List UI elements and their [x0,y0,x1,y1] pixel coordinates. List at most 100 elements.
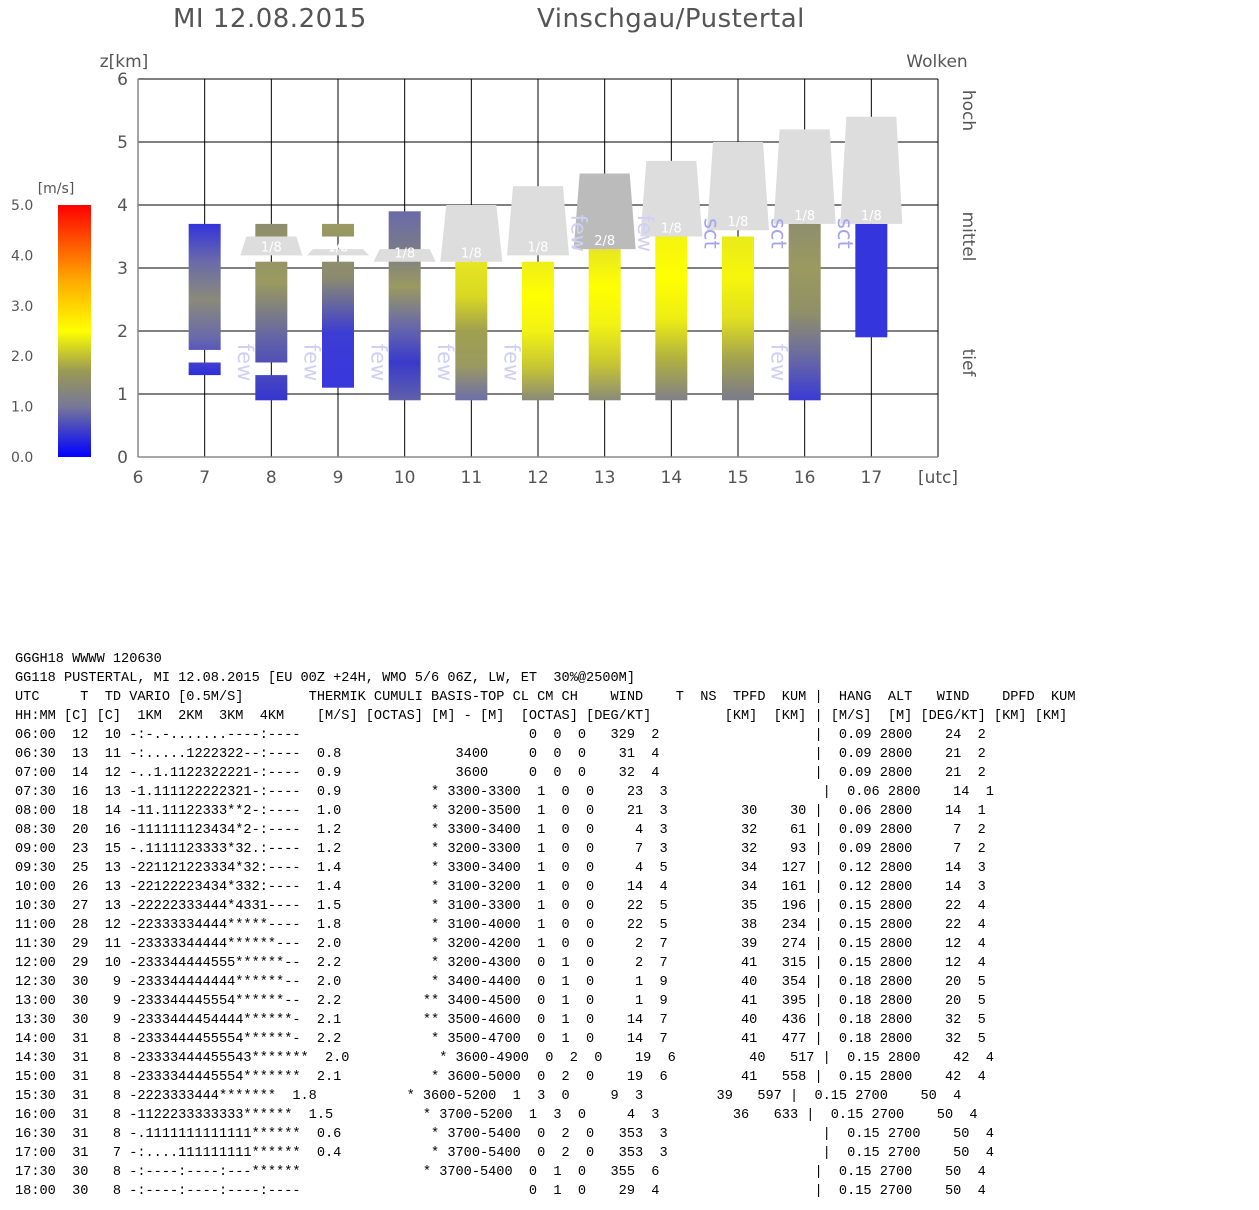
cloud-cover-word: few [633,215,657,253]
cloud-octas-label: 1/8 [461,247,482,262]
forecast-table: GGGH18 WWWW 120630 GG118 PUSTERTAL, MI 12… [15,650,1076,1201]
cloud-octas-label: 1/8 [661,222,682,237]
x-axis-label: [utc] [918,468,958,488]
y-tick-label: 5 [117,133,128,153]
table-row: 08:00 18 14 -11.11122333**2-:---- 1.0 * … [15,804,986,819]
table-row: 12:00 29 10 -233344444555******-- 2.2 * … [15,956,986,971]
table-row: 15:30 31 8 -2223333444******* 1.8 * 3600… [15,1089,962,1104]
table-row: 08:30 20 16 -111111123434*2-:---- 1.2 * … [15,823,986,838]
thermal-columns [188,211,888,401]
table-row: 14:00 31 8 -2333444455554******- 2.2 * 3… [15,1032,986,1047]
cloud-trapezoid [307,249,369,256]
colorbar-gradient [58,205,91,457]
cloud-octas-label: 1/8 [728,215,749,230]
x-tick-label: 12 [527,468,549,488]
x-tick-label: 14 [661,468,683,488]
cloud-cover-word: few [233,344,257,382]
cloud-cover-word: sct [700,218,724,249]
cloud-cover-word: few [433,344,457,382]
thermal-column [188,223,221,350]
colorbar-tick: 0.0 [11,450,33,466]
thermal-column [855,223,888,338]
table-row: 13:00 30 9 -233344445554******-- 2.2 ** … [15,994,986,1009]
thermal-column [388,211,421,401]
cloud-trapezoid [640,160,703,237]
cloud-octas-label: 1/8 [861,209,882,224]
thermal-column [455,261,488,401]
y-tick-label: 0 [117,448,128,468]
x-tick-label: 17 [861,468,883,488]
layer-label: hoch [958,90,978,131]
cloud-octas-label: 1/8 [394,247,415,262]
x-tick-label: 10 [394,468,416,488]
colorbar: [m/s] 5.0 4.0 3.0 2.0 1.0 0.0 [11,181,91,466]
table-row: 07:30 16 13 -1.111122222321-:---- 0.9 * … [15,785,994,800]
cloud-cover-word: few [500,344,524,382]
thermal-chart: [m/s] 5.0 4.0 3.0 2.0 1.0 0.0 1/8 1/8 1/8 1/8 1/8 2… [11,52,978,488]
table-row: 11:30 29 11 -23333344444******--- 2.0 * … [15,937,986,952]
table-header-line: UTC T TD VARIO [0.5M/S] THERMIK CUMULI B… [15,690,1076,705]
y-tick-label: 6 [117,70,128,90]
y-tick-label: 2 [117,322,128,342]
y-tick-label: 1 [117,385,128,405]
table-header-line: GGGH18 WWWW 120630 [15,652,162,667]
x-tick-label: 16 [794,468,816,488]
cloud-trapezoid [773,129,836,224]
thermal-column [522,261,554,401]
thermal-column [322,261,354,388]
table-row: 06:00 12 10 -:-.-.......----:---- 0 0 0 … [15,728,986,743]
y-axis-label: z[km] [100,52,149,72]
colorbar-label: [m/s] [38,181,75,197]
cloud-trapezoid [573,173,636,250]
cloud-trapezoid [707,142,769,231]
thermal-column [722,236,754,401]
table-header-line: GG118 PUSTERTAL, MI 12.08.2015 [EU 00Z +… [15,671,635,686]
layer-label: mittel [958,212,978,262]
thermal-column [255,375,288,401]
table-row: 12:30 30 9 -233344444444******-- 2.0 * 3… [15,975,986,990]
cloud-cover-word: few [566,215,590,253]
cloud-octas-label: 1/8 [328,240,349,255]
cloud-cover-words: few few few few few few few sct few sct sct [233,215,857,382]
table-row: 14:30 31 8 -23333444455543******* 2.0 * … [15,1051,994,1066]
cloud-cover-word: few [366,344,390,382]
x-tick-label: 6 [133,468,144,488]
table-row: 07:00 14 12 -..1.1122322221-:---- 0.9 36… [15,766,986,781]
cloud-cover-word: sct [833,218,857,249]
cloud-cover-word: few [766,344,790,382]
thermal-column [255,261,288,363]
table-row: 13:30 30 9 -2333444454444******- 2.1 ** … [15,1013,986,1028]
cloud-cover-word: few [300,344,324,382]
colorbar-tick: 1.0 [11,400,33,416]
table-row: 16:00 31 8 -1122233333333****** 1.5 * 37… [15,1108,978,1123]
y-tick-label: 4 [117,196,128,216]
thermal-column [788,223,821,401]
cloud-layers: 1/8 1/8 1/8 1/8 1/8 2/8 1/8 1/8 1/8 1/8 [240,116,903,262]
layer-label: tief [958,349,978,378]
colorbar-tick: 3.0 [11,299,33,315]
colorbar-tick: 4.0 [11,248,33,264]
thermal-column [322,223,354,237]
table-row: 11:00 28 12 -22333334444*****---- 1.8 * … [15,918,986,933]
thermal-column [255,223,288,237]
table-row: 10:30 27 13 -22222333444*4331---- 1.5 * … [15,899,986,914]
colorbar-tick: 2.0 [11,349,33,365]
table-row: 06:30 13 11 -:.....1222322--:---- 0.8 34… [15,747,986,762]
thermal-column [588,249,621,401]
table-row: 09:00 23 15 -.1111123333*32.:---- 1.2 * … [15,842,986,857]
x-tick-label: 8 [266,468,277,488]
x-tick-label: 13 [594,468,616,488]
chart-region: Vinschgau/Pustertal [537,4,805,34]
cloud-octas-label: 1/8 [528,240,549,255]
table-row: 16:30 31 8 -.1111111111111****** 0.6 * 3… [15,1127,994,1142]
table-row: 17:00 31 7 -:....111111111****** 0.4 * 3… [15,1146,994,1161]
cloud-trapezoid [373,249,436,262]
x-tick-label: 7 [199,468,210,488]
table-header-line: HH:MM [C] [C] 1KM 2KM 3KM 4KM [M/S] [OCT… [15,709,1068,724]
clouds-axis-label: Wolken [906,52,967,72]
chart-date: MI 12.08.2015 [173,4,367,34]
table-row: 15:00 31 8 -2333344445554******* 2.1 * 3… [15,1070,986,1085]
cloud-octas-label: 2/8 [594,234,615,249]
thermal-column [188,362,221,376]
